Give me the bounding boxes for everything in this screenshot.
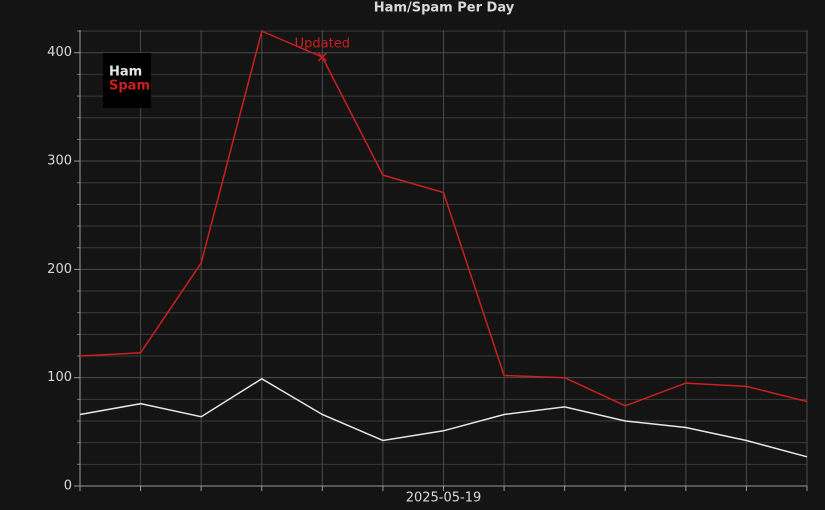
legend-entry: Ham [109, 65, 142, 80]
chart-title: Ham/Spam Per Day [374, 1, 515, 16]
annotation-marker [317, 52, 327, 62]
series-line [79, 30, 808, 407]
legend-box [103, 53, 151, 108]
x-tick-label: 2025-05-19 [406, 491, 482, 506]
y-tick-label: 0 [64, 479, 72, 494]
y-tick-label: 400 [47, 45, 72, 60]
annotation-text: Updated [295, 37, 350, 52]
series-line [79, 377, 808, 458]
legend-entry: Spam [109, 79, 150, 94]
y-tick-label: 100 [47, 370, 72, 385]
y-tick-label: 300 [47, 154, 72, 169]
y-tick-label: 200 [47, 262, 72, 277]
